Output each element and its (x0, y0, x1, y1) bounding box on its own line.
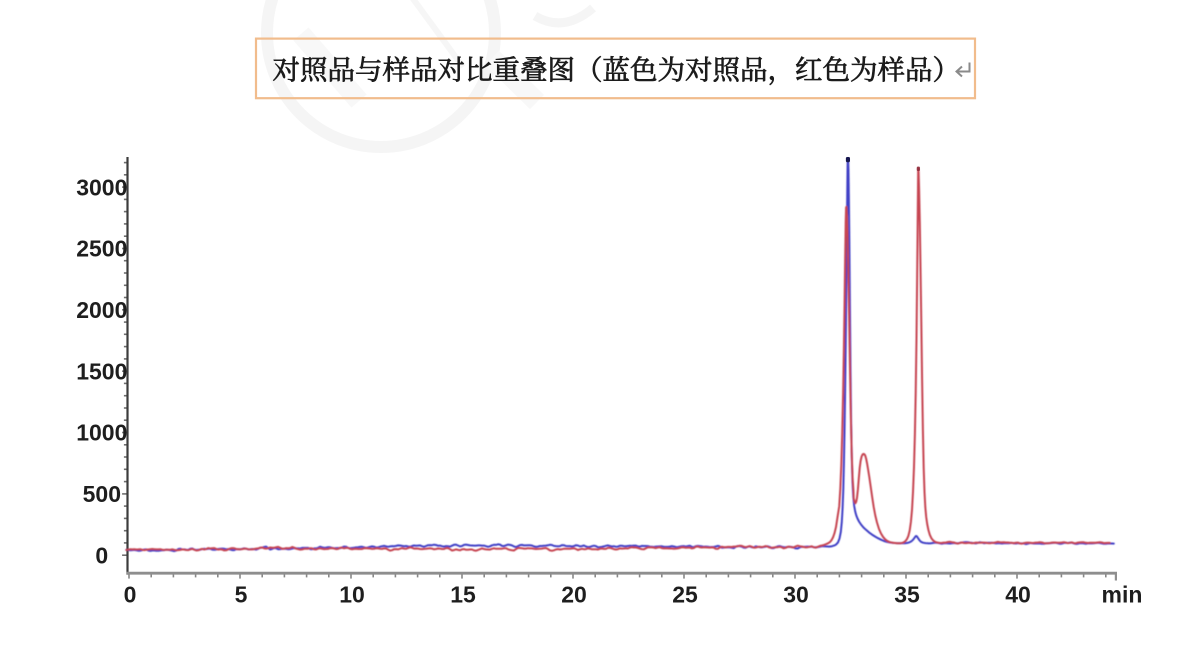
svg-text:20: 20 (561, 581, 587, 607)
svg-text:1500: 1500 (76, 358, 127, 384)
svg-text:2000: 2000 (76, 297, 127, 323)
svg-text:10: 10 (339, 581, 365, 607)
svg-text:30: 30 (783, 581, 809, 607)
svg-text:5: 5 (235, 581, 248, 607)
svg-text:40: 40 (1005, 581, 1031, 607)
svg-text:0: 0 (95, 542, 108, 568)
svg-text:35: 35 (894, 581, 920, 607)
svg-text:25: 25 (672, 581, 698, 607)
svg-text:0: 0 (124, 581, 137, 607)
svg-text:15: 15 (450, 581, 476, 607)
svg-text:2500: 2500 (76, 236, 127, 262)
svg-text:3000: 3000 (76, 174, 127, 200)
svg-text:500: 500 (83, 481, 121, 507)
svg-text:1000: 1000 (76, 420, 127, 446)
svg-text:min: min (1102, 581, 1143, 607)
